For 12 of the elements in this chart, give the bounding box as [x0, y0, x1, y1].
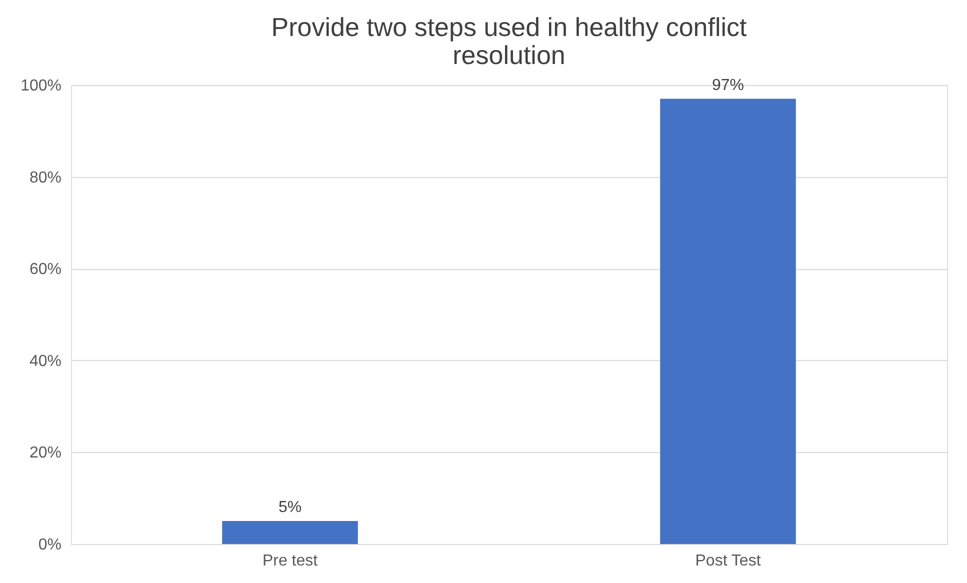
y-tick-label: 40% [29, 352, 62, 370]
y-tick-label: 80% [29, 169, 62, 186]
data-label: 5% [278, 499, 302, 516]
y-tick-label: 60% [29, 261, 62, 278]
x-tick-label: Pre test [262, 552, 318, 570]
text: resolution [452, 40, 566, 70]
y-tick-label: 100% [20, 78, 62, 94]
x-tick-label: Post Test [695, 552, 762, 570]
text: Provide two steps used in healthy conflict [271, 12, 747, 42]
y-tick-label: 20% [29, 444, 62, 462]
data-label: 97% [712, 76, 744, 94]
y-tick-label: 0% [38, 536, 62, 554]
